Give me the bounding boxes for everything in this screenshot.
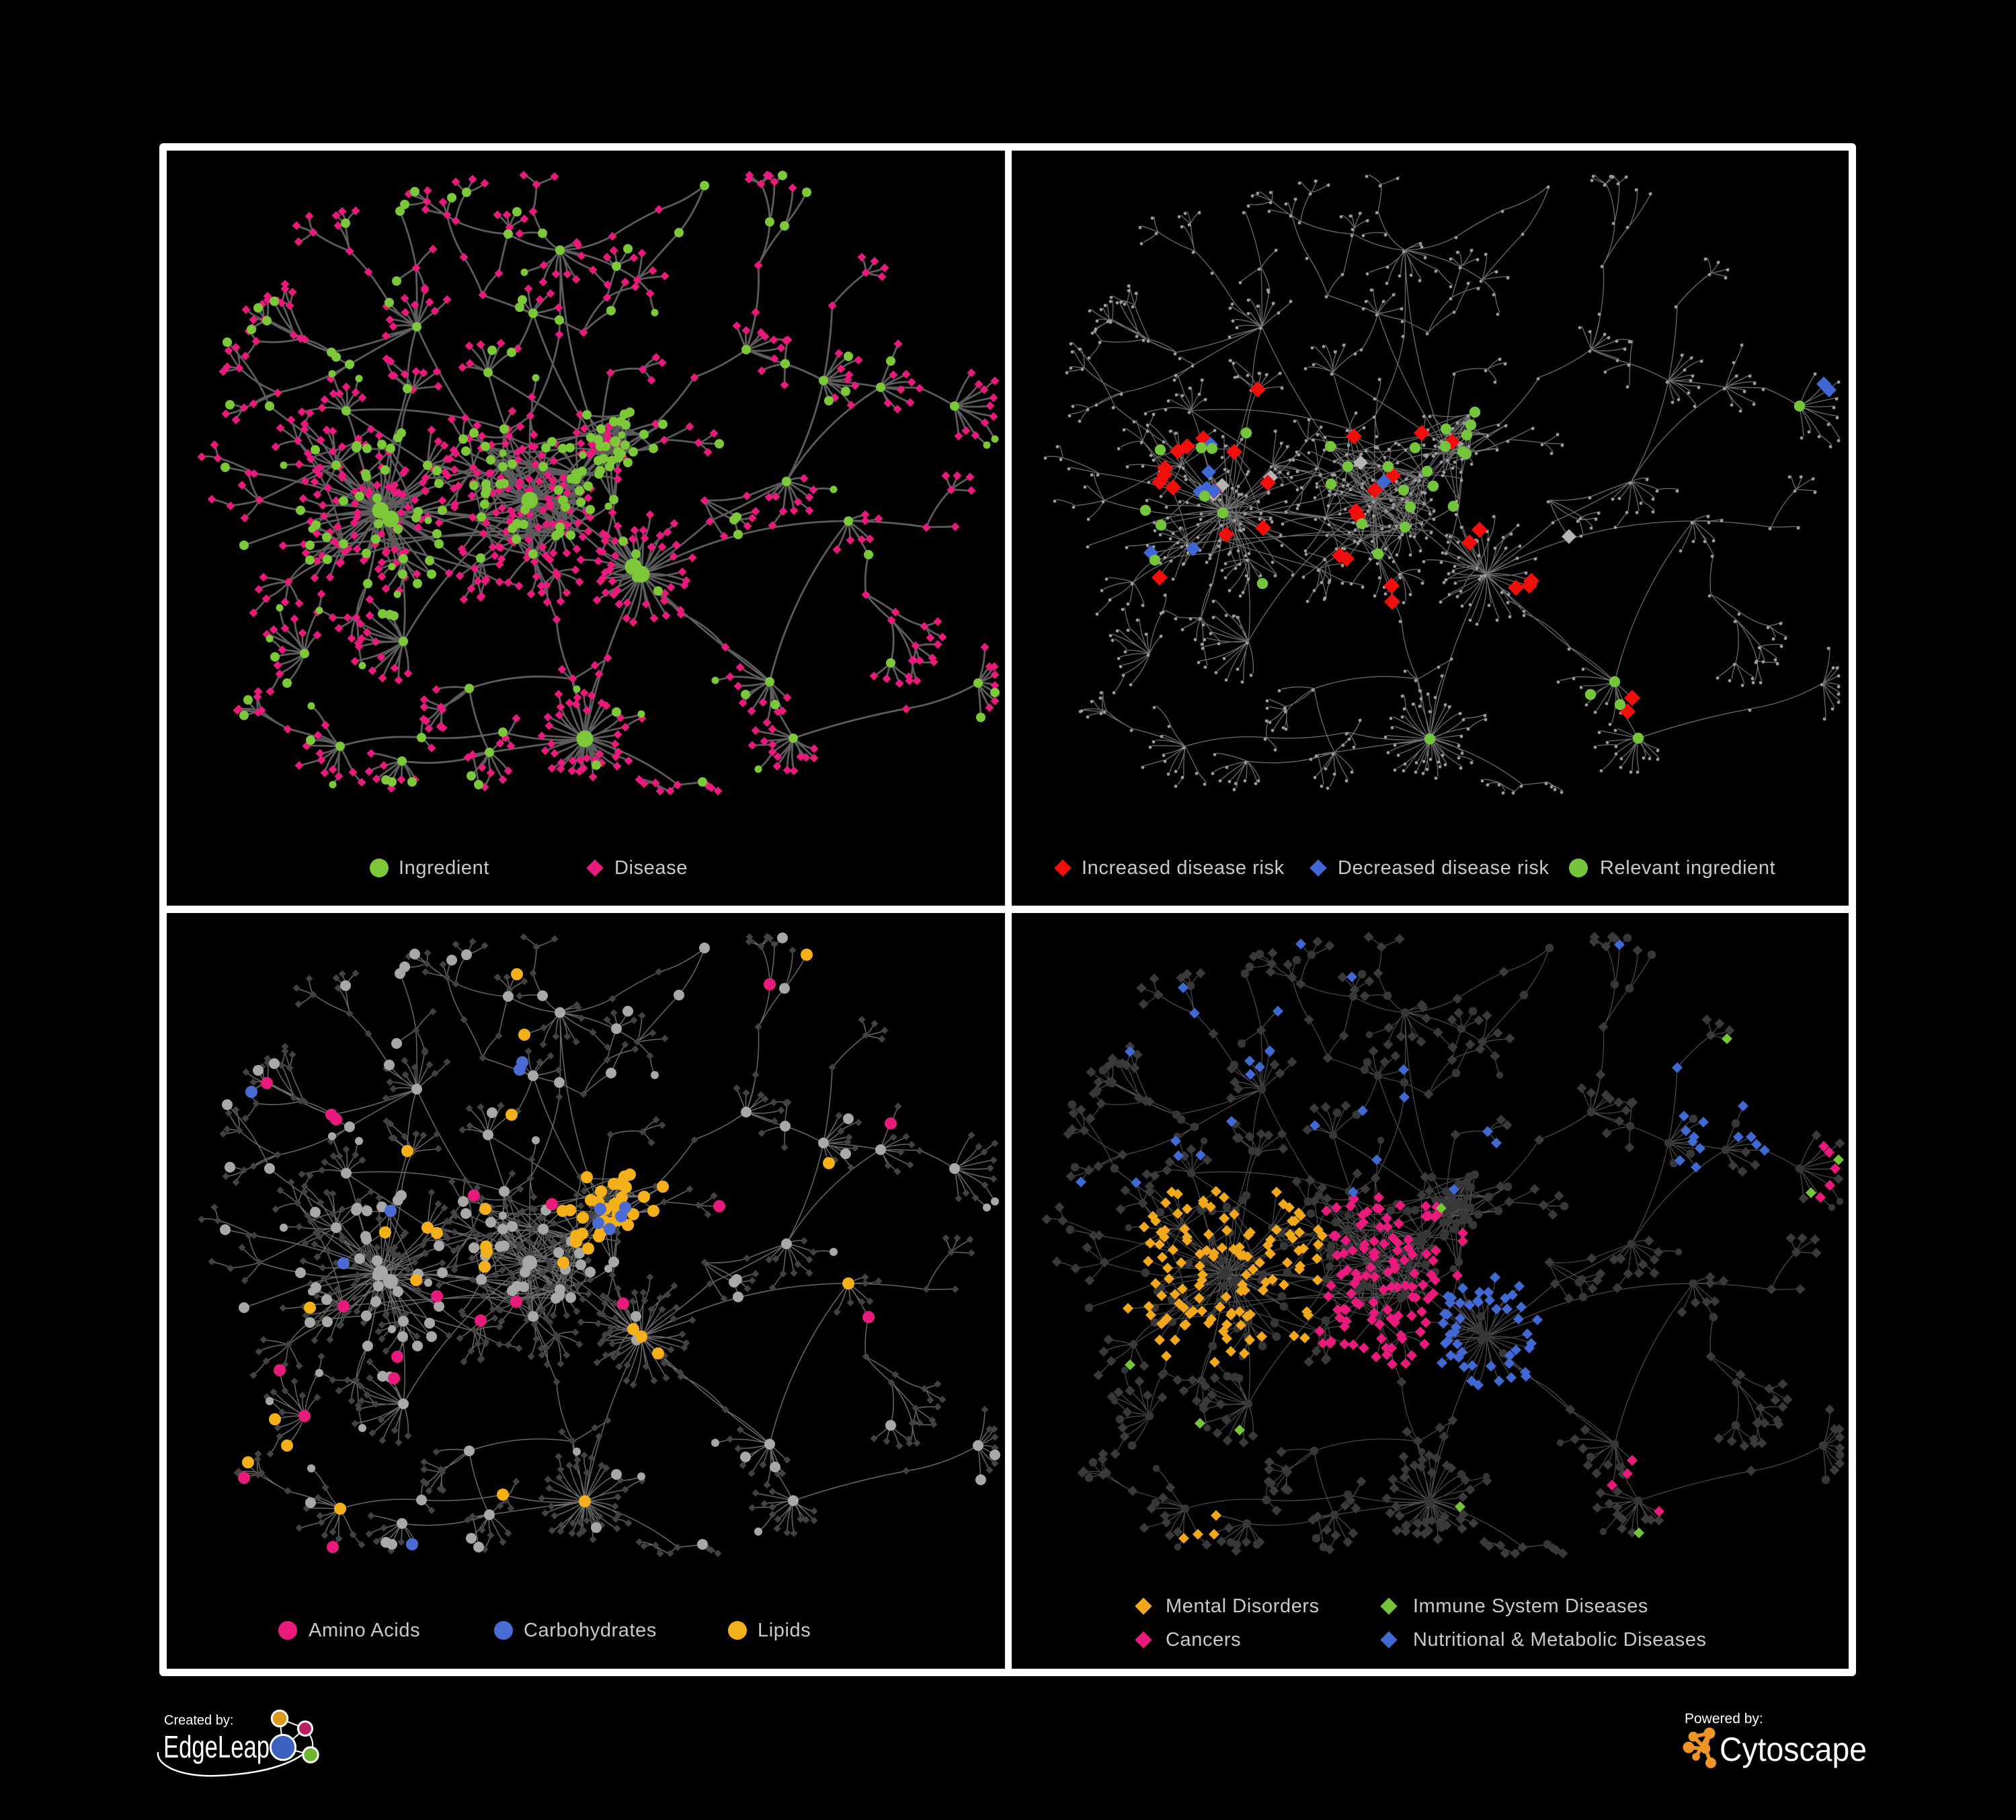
svg-text:EdgeLeap: EdgeLeap <box>163 1729 270 1764</box>
svg-text:Powered by:: Powered by: <box>1685 1711 1763 1727</box>
svg-text:Cytoscape: Cytoscape <box>1720 1731 1867 1768</box>
svg-text:Created by:: Created by: <box>164 1713 233 1728</box>
